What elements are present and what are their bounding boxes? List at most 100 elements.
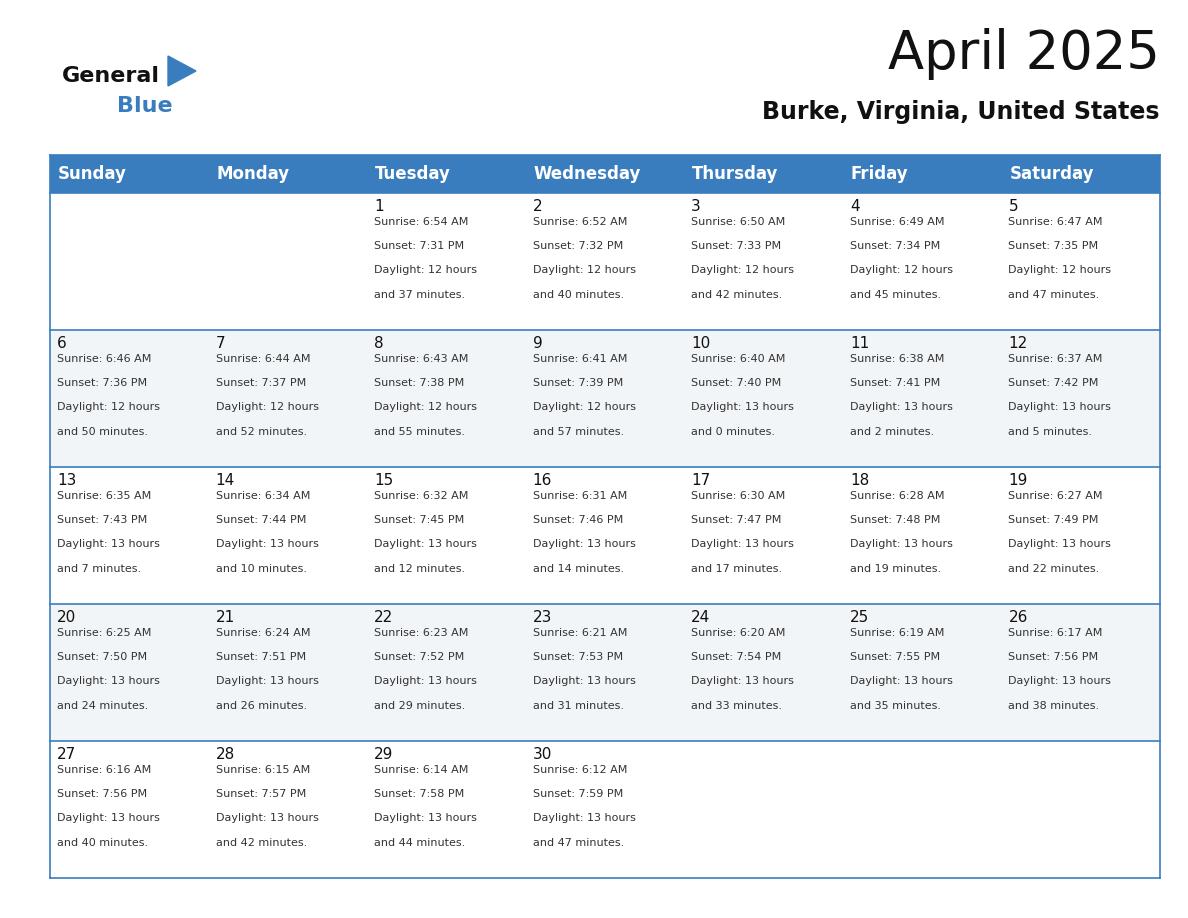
- Text: Burke, Virginia, United States: Burke, Virginia, United States: [763, 100, 1159, 124]
- Text: and 24 minutes.: and 24 minutes.: [57, 700, 148, 711]
- Text: and 22 minutes.: and 22 minutes.: [1009, 564, 1100, 574]
- Text: Sunrise: 6:30 AM: Sunrise: 6:30 AM: [691, 491, 785, 501]
- Text: Sunset: 7:58 PM: Sunset: 7:58 PM: [374, 789, 465, 800]
- Text: Sunrise: 6:46 AM: Sunrise: 6:46 AM: [57, 354, 151, 364]
- Text: and 57 minutes.: and 57 minutes.: [532, 427, 624, 437]
- Bar: [367, 330, 526, 467]
- Bar: [50, 330, 209, 467]
- Text: and 44 minutes.: and 44 minutes.: [374, 837, 466, 847]
- Text: Sunset: 7:35 PM: Sunset: 7:35 PM: [1009, 241, 1099, 252]
- Text: and 38 minutes.: and 38 minutes.: [1009, 700, 1100, 711]
- Text: Daylight: 13 hours: Daylight: 13 hours: [849, 677, 953, 687]
- Text: 13: 13: [57, 473, 76, 488]
- Text: 28: 28: [215, 747, 235, 762]
- Text: 4: 4: [849, 199, 859, 214]
- Text: and 47 minutes.: and 47 minutes.: [1009, 290, 1100, 299]
- Text: and 37 minutes.: and 37 minutes.: [374, 290, 466, 299]
- Text: 2: 2: [532, 199, 543, 214]
- Text: Daylight: 13 hours: Daylight: 13 hours: [1009, 402, 1111, 412]
- Text: 5: 5: [1009, 199, 1018, 214]
- Bar: [684, 330, 842, 467]
- Text: Daylight: 13 hours: Daylight: 13 hours: [374, 813, 478, 823]
- Text: 18: 18: [849, 473, 870, 488]
- Text: Daylight: 13 hours: Daylight: 13 hours: [215, 677, 318, 687]
- Text: 20: 20: [57, 610, 76, 625]
- Text: Sunset: 7:56 PM: Sunset: 7:56 PM: [1009, 652, 1099, 662]
- Text: Sunset: 7:37 PM: Sunset: 7:37 PM: [215, 378, 305, 388]
- Bar: [842, 467, 1001, 604]
- Text: Sunrise: 6:14 AM: Sunrise: 6:14 AM: [374, 765, 468, 775]
- Text: and 50 minutes.: and 50 minutes.: [57, 427, 148, 437]
- Text: Sunset: 7:48 PM: Sunset: 7:48 PM: [849, 515, 940, 525]
- Text: and 12 minutes.: and 12 minutes.: [374, 564, 466, 574]
- Text: Sunset: 7:53 PM: Sunset: 7:53 PM: [532, 652, 623, 662]
- Text: Daylight: 13 hours: Daylight: 13 hours: [374, 677, 478, 687]
- Bar: [367, 604, 526, 741]
- Bar: [684, 741, 842, 878]
- Text: 23: 23: [532, 610, 552, 625]
- Text: Daylight: 12 hours: Daylight: 12 hours: [691, 265, 795, 275]
- Text: 6: 6: [57, 336, 67, 351]
- Bar: [209, 467, 367, 604]
- Text: Sunset: 7:51 PM: Sunset: 7:51 PM: [215, 652, 305, 662]
- Bar: [842, 155, 1001, 193]
- Bar: [842, 741, 1001, 878]
- Bar: [367, 741, 526, 878]
- Text: Daylight: 13 hours: Daylight: 13 hours: [532, 677, 636, 687]
- Text: 19: 19: [1009, 473, 1028, 488]
- Text: Sunset: 7:50 PM: Sunset: 7:50 PM: [57, 652, 147, 662]
- Text: and 5 minutes.: and 5 minutes.: [1009, 427, 1093, 437]
- Text: Daylight: 13 hours: Daylight: 13 hours: [215, 813, 318, 823]
- Text: and 26 minutes.: and 26 minutes.: [215, 700, 307, 711]
- Text: 10: 10: [691, 336, 710, 351]
- Bar: [1001, 193, 1159, 330]
- Text: Daylight: 13 hours: Daylight: 13 hours: [691, 677, 794, 687]
- Text: 26: 26: [1009, 610, 1028, 625]
- Bar: [209, 604, 367, 741]
- Text: Sunset: 7:32 PM: Sunset: 7:32 PM: [532, 241, 623, 252]
- Text: Daylight: 13 hours: Daylight: 13 hours: [532, 813, 636, 823]
- Bar: [50, 741, 209, 878]
- Text: Sunrise: 6:35 AM: Sunrise: 6:35 AM: [57, 491, 151, 501]
- Text: Sunrise: 6:54 AM: Sunrise: 6:54 AM: [374, 217, 468, 227]
- Text: Sunrise: 6:43 AM: Sunrise: 6:43 AM: [374, 354, 468, 364]
- Text: Sunrise: 6:24 AM: Sunrise: 6:24 AM: [215, 628, 310, 638]
- Text: Sunrise: 6:40 AM: Sunrise: 6:40 AM: [691, 354, 785, 364]
- Text: and 17 minutes.: and 17 minutes.: [691, 564, 783, 574]
- Text: Sunrise: 6:32 AM: Sunrise: 6:32 AM: [374, 491, 468, 501]
- Text: Sunrise: 6:19 AM: Sunrise: 6:19 AM: [849, 628, 944, 638]
- Text: Sunrise: 6:37 AM: Sunrise: 6:37 AM: [1009, 354, 1102, 364]
- Bar: [50, 155, 209, 193]
- Bar: [684, 604, 842, 741]
- Text: Sunset: 7:52 PM: Sunset: 7:52 PM: [374, 652, 465, 662]
- Text: and 55 minutes.: and 55 minutes.: [374, 427, 466, 437]
- Text: Daylight: 13 hours: Daylight: 13 hours: [57, 813, 160, 823]
- Bar: [684, 467, 842, 604]
- Text: Sunset: 7:40 PM: Sunset: 7:40 PM: [691, 378, 782, 388]
- Text: Sunset: 7:55 PM: Sunset: 7:55 PM: [849, 652, 940, 662]
- Text: Daylight: 13 hours: Daylight: 13 hours: [691, 402, 794, 412]
- Text: and 47 minutes.: and 47 minutes.: [532, 837, 624, 847]
- Text: Sunset: 7:59 PM: Sunset: 7:59 PM: [532, 789, 623, 800]
- Text: and 31 minutes.: and 31 minutes.: [532, 700, 624, 711]
- Text: 7: 7: [215, 336, 226, 351]
- Text: Sunset: 7:47 PM: Sunset: 7:47 PM: [691, 515, 782, 525]
- Text: Daylight: 13 hours: Daylight: 13 hours: [532, 540, 636, 550]
- Text: Sunset: 7:43 PM: Sunset: 7:43 PM: [57, 515, 147, 525]
- Text: Daylight: 12 hours: Daylight: 12 hours: [532, 402, 636, 412]
- Text: Daylight: 13 hours: Daylight: 13 hours: [57, 540, 160, 550]
- Text: Sunrise: 6:47 AM: Sunrise: 6:47 AM: [1009, 217, 1102, 227]
- Text: Daylight: 13 hours: Daylight: 13 hours: [849, 540, 953, 550]
- Text: Sunset: 7:39 PM: Sunset: 7:39 PM: [532, 378, 623, 388]
- Bar: [1001, 467, 1159, 604]
- Text: Blue: Blue: [116, 96, 172, 116]
- Text: 8: 8: [374, 336, 384, 351]
- Text: and 29 minutes.: and 29 minutes.: [374, 700, 466, 711]
- Text: Saturday: Saturday: [1010, 165, 1094, 183]
- Text: Sunrise: 6:21 AM: Sunrise: 6:21 AM: [532, 628, 627, 638]
- Text: Daylight: 12 hours: Daylight: 12 hours: [215, 402, 318, 412]
- Text: Sunset: 7:31 PM: Sunset: 7:31 PM: [374, 241, 465, 252]
- Text: Friday: Friday: [851, 165, 909, 183]
- Text: and 14 minutes.: and 14 minutes.: [532, 564, 624, 574]
- Text: 21: 21: [215, 610, 235, 625]
